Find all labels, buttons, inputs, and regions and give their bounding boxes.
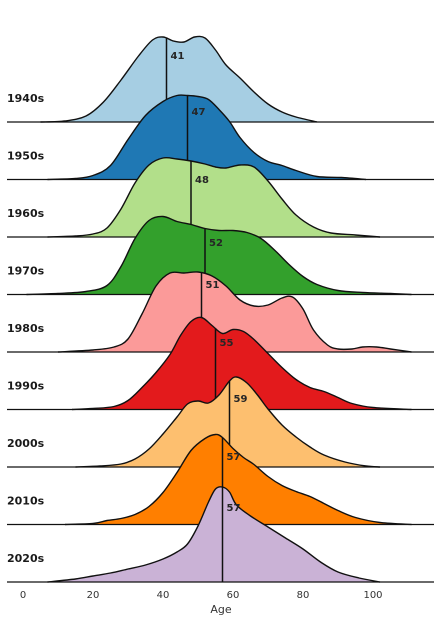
x-tick-label: 0: [20, 590, 26, 601]
median-label-1970s: 52: [209, 238, 223, 249]
density-area-1970s: [26, 216, 412, 295]
median-label-1990s: 55: [220, 338, 234, 349]
decade-label-1940s: 1940s: [7, 92, 45, 105]
density-area-1960s: [47, 157, 380, 237]
density-area-1980s: [58, 271, 412, 352]
density-area-2020s: [47, 486, 380, 582]
ridge-2000s: 59 2000s: [7, 376, 434, 468]
median-label-2010s: 57: [227, 452, 241, 463]
ridge-1960s: 48 1960s: [7, 156, 434, 238]
decade-label-2000s: 2000s: [7, 437, 45, 450]
density-area-1940s: [40, 36, 317, 122]
density-outline-1960s: [47, 156, 381, 238]
density-area-2010s: [65, 434, 412, 525]
density-area-2000s: [75, 376, 380, 467]
density-outline-1990s: [71, 316, 412, 411]
decade-label-1950s: 1950s: [7, 150, 45, 163]
density-area-1990s: [72, 317, 412, 410]
decade-label-1990s: 1990s: [7, 380, 45, 393]
x-tick-label: 60: [227, 590, 240, 601]
median-label-2020s: 57: [227, 503, 241, 514]
density-area-1950s: [47, 95, 366, 180]
density-outline-1970s: [26, 215, 412, 296]
x-tick-label: 40: [157, 590, 170, 601]
median-label-2000s: 59: [234, 394, 248, 405]
median-label-1940s: 41: [171, 51, 185, 62]
median-label-1950s: 47: [192, 107, 206, 118]
density-outline-2020s: [47, 486, 381, 583]
decade-label-2020s: 2020s: [7, 552, 45, 565]
decade-label-2010s: 2010s: [7, 495, 45, 508]
density-outline-1980s: [57, 271, 412, 353]
decade-label-1980s: 1980s: [7, 322, 45, 335]
x-axis-label: Age: [210, 603, 232, 616]
x-tick-label: 20: [87, 590, 100, 601]
ridge-2020s: 57 2020s: [7, 486, 434, 583]
x-tick-label: 100: [363, 590, 382, 601]
median-label-1960s: 48: [195, 175, 209, 186]
ridge-1940s: 41 1940s: [7, 35, 434, 123]
x-tick-label: 80: [297, 590, 310, 601]
density-outline-1950s: [47, 94, 367, 181]
density-outline-1940s: [40, 35, 318, 123]
decade-label-1960s: 1960s: [7, 207, 45, 220]
median-label-1980s: 51: [206, 280, 220, 291]
decade-label-1970s: 1970s: [7, 265, 45, 278]
density-outline-2010s: [64, 433, 412, 526]
